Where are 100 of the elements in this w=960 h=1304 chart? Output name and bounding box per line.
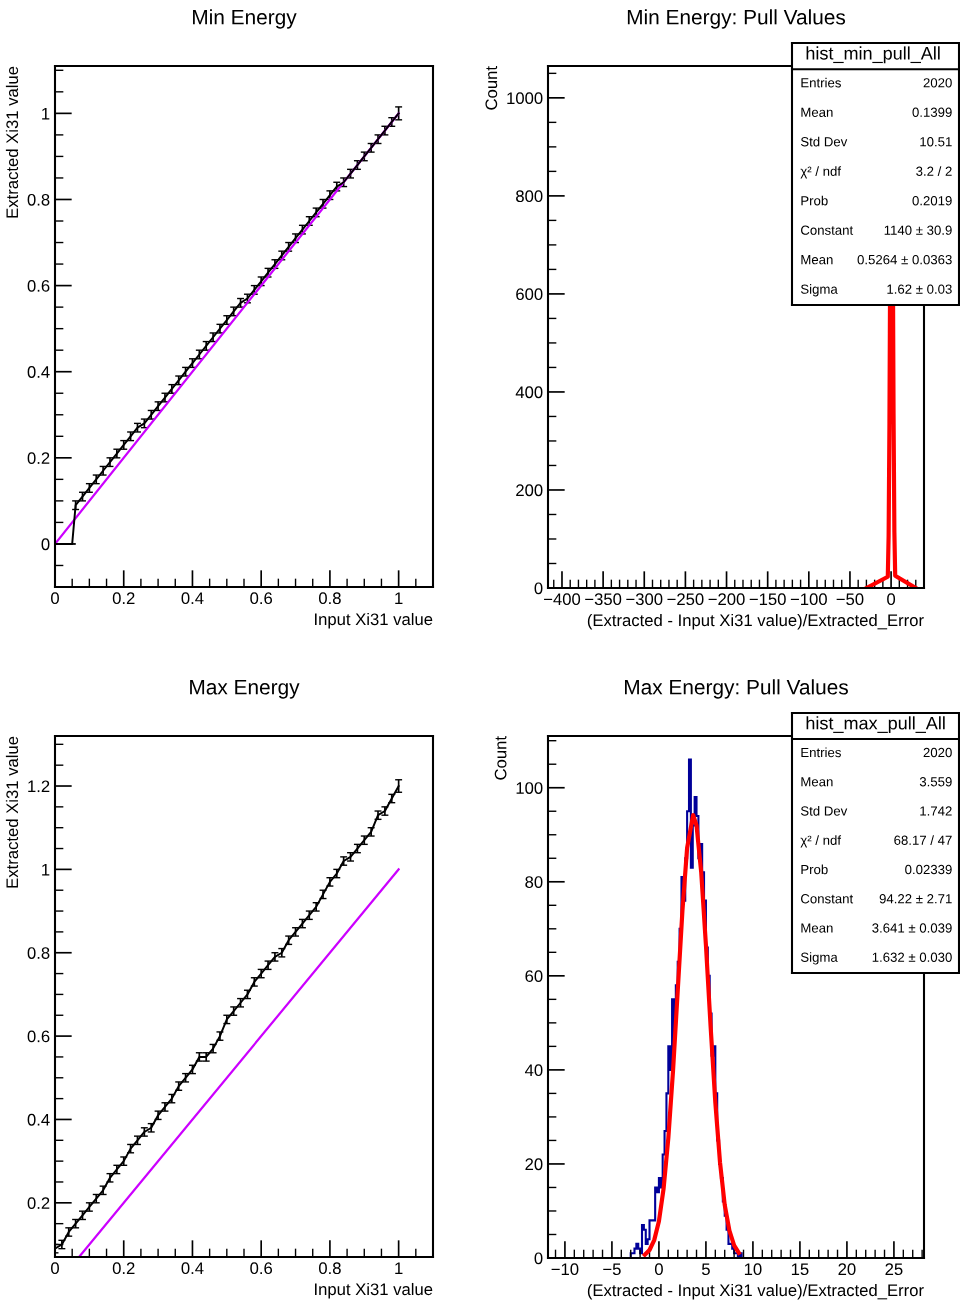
annotation: Sigma — [800, 284, 838, 297]
y-tick-label: 0.2 — [27, 452, 50, 465]
y-axis-title: Count — [485, 66, 498, 110]
x-tick-label: 10 — [744, 1263, 762, 1276]
x-tick-label: −300 — [626, 593, 663, 606]
line-series — [642, 812, 741, 1257]
y-tick-label: 60 — [525, 970, 543, 983]
x-tick-label: 0 — [654, 1263, 663, 1276]
y-tick-label: 0.8 — [27, 947, 50, 959]
y-tick-label: 0.6 — [27, 1030, 50, 1043]
x-tick-label: 0.2 — [112, 592, 135, 605]
annotation: 0.02339 — [905, 864, 952, 875]
x-tick-label: −150 — [749, 593, 786, 606]
y-tick-label: 20 — [525, 1158, 543, 1171]
annotation: 0.5264 ± 0.0363 — [857, 254, 952, 265]
chart-title: Max Energy — [190, 680, 300, 699]
x-tick-label: 0.2 — [112, 1262, 135, 1275]
annotation: Prob — [801, 864, 828, 875]
annotation: 1.742 — [920, 806, 952, 816]
x-tick-label: −400 — [544, 593, 581, 606]
annotation: Std Dev — [800, 136, 848, 147]
annotation: Sigma — [800, 952, 838, 965]
chart-title: Min Energy — [193, 9, 297, 29]
x-tick-label: 25 — [885, 1263, 903, 1276]
y-axis-title: Extracted Xi31 value — [5, 736, 19, 888]
y-tick-label: 0 — [41, 538, 50, 551]
text: hist_max_pull_All — [806, 716, 945, 734]
x-tick-label: 0.4 — [181, 592, 204, 605]
annotation: 1140 ± 30.9 — [884, 225, 952, 235]
annotation: Prob — [801, 195, 828, 206]
y-tick-label: 0.6 — [27, 280, 50, 292]
y-tick-label: 200 — [516, 484, 543, 497]
y-tick-label: 1 — [42, 863, 50, 876]
x-tick-label: 0.6 — [250, 592, 273, 605]
y-tick-label: 1.2 — [28, 780, 50, 793]
annotation: 68.17 / 47 — [894, 835, 952, 845]
annotation: 3.2 / 2 — [916, 166, 952, 176]
y-tick-label: 100 — [516, 782, 543, 794]
annotation: 1.632 ± 0.030 — [872, 952, 952, 962]
x-tick-label: 0 — [51, 592, 59, 605]
x-tick-label: −5 — [603, 1263, 621, 1276]
annotation: Constant — [801, 894, 854, 904]
x-axis-title: (Extracted - Input Xi31 value)/Extracted_Error — [587, 613, 924, 630]
annotation: 10.51 — [920, 137, 952, 147]
x-axis-title: Input Xi31 value — [315, 612, 433, 629]
annotation: 0.2019 — [912, 196, 952, 206]
annotation: Mean — [801, 777, 833, 787]
x-tick-label: 20 — [838, 1263, 856, 1276]
chart-title: Min Energy: Pull Values — [627, 9, 846, 29]
annotation: 2020 — [923, 78, 952, 88]
x-tick-label: 0 — [51, 1262, 59, 1275]
chart-title: Max Energy: Pull Values — [625, 679, 848, 699]
y-tick-label: 1000 — [507, 92, 543, 105]
x-tick-label: 5 — [701, 1263, 710, 1276]
x-axis-title: Input Xi31 value — [315, 1282, 433, 1299]
y-tick-label: 0.8 — [27, 193, 50, 206]
y-tick-label: 0.4 — [27, 1113, 50, 1126]
y-tick-label: 600 — [516, 288, 543, 301]
x-tick-label: −50 — [836, 593, 864, 606]
annotation: Entries — [801, 747, 841, 758]
y-tick-label: 1 — [42, 107, 50, 120]
annotation: Std Dev — [800, 805, 848, 816]
x-tick-label: 0.8 — [318, 592, 341, 605]
x-tick-label: −100 — [790, 593, 827, 606]
annotation: Constant — [801, 225, 854, 235]
annotation: 94.22 ± 2.71 — [879, 894, 952, 904]
x-tick-label: 0.8 — [318, 1262, 341, 1275]
y-tick-label: 0.4 — [27, 366, 50, 378]
y-tick-label: 0 — [534, 1252, 543, 1265]
annotation: 0.1399 — [912, 107, 952, 117]
annotation: χ² / ndf — [800, 835, 842, 848]
x-tick-label: 1 — [395, 1262, 403, 1274]
y-tick-label: 40 — [524, 1064, 543, 1077]
y-axis-title: Count — [494, 736, 507, 780]
annotation: 2020 — [923, 747, 952, 758]
x-tick-label: −10 — [551, 1263, 579, 1276]
annotation: 3.559 — [919, 777, 952, 787]
annotation: Mean — [801, 255, 833, 265]
annotation: Mean — [801, 923, 833, 933]
y-tick-label: 80 — [525, 876, 543, 888]
x-tick-label: 0.4 — [181, 1262, 204, 1275]
y-tick-label: 800 — [516, 190, 543, 203]
x-tick-label: −350 — [585, 593, 622, 606]
x-tick-label: 1 — [395, 592, 403, 604]
y-tick-label: 400 — [515, 386, 543, 399]
y-axis-title: Extracted Xi31 value — [5, 66, 19, 218]
x-tick-label: −250 — [667, 593, 704, 606]
annotation: Entries — [801, 77, 841, 88]
text: hist_min_pull_All — [806, 46, 940, 64]
x-tick-label: 0 — [887, 593, 896, 606]
x-tick-label: 0.6 — [250, 1262, 273, 1275]
annotation: 1.62 ± 0.03 — [887, 284, 952, 294]
x-tick-label: 15 — [791, 1263, 809, 1276]
annotation: Mean — [801, 107, 833, 117]
annotation: 3.641 ± 0.039 — [872, 923, 952, 933]
y-tick-label: 0.2 — [27, 1197, 50, 1210]
x-axis-title: (Extracted - Input Xi31 value)/Extracted_Error — [587, 1283, 924, 1300]
x-tick-label: −200 — [708, 593, 745, 606]
annotation: χ² / ndf — [800, 166, 842, 179]
y-tick-label: 0 — [534, 582, 543, 595]
